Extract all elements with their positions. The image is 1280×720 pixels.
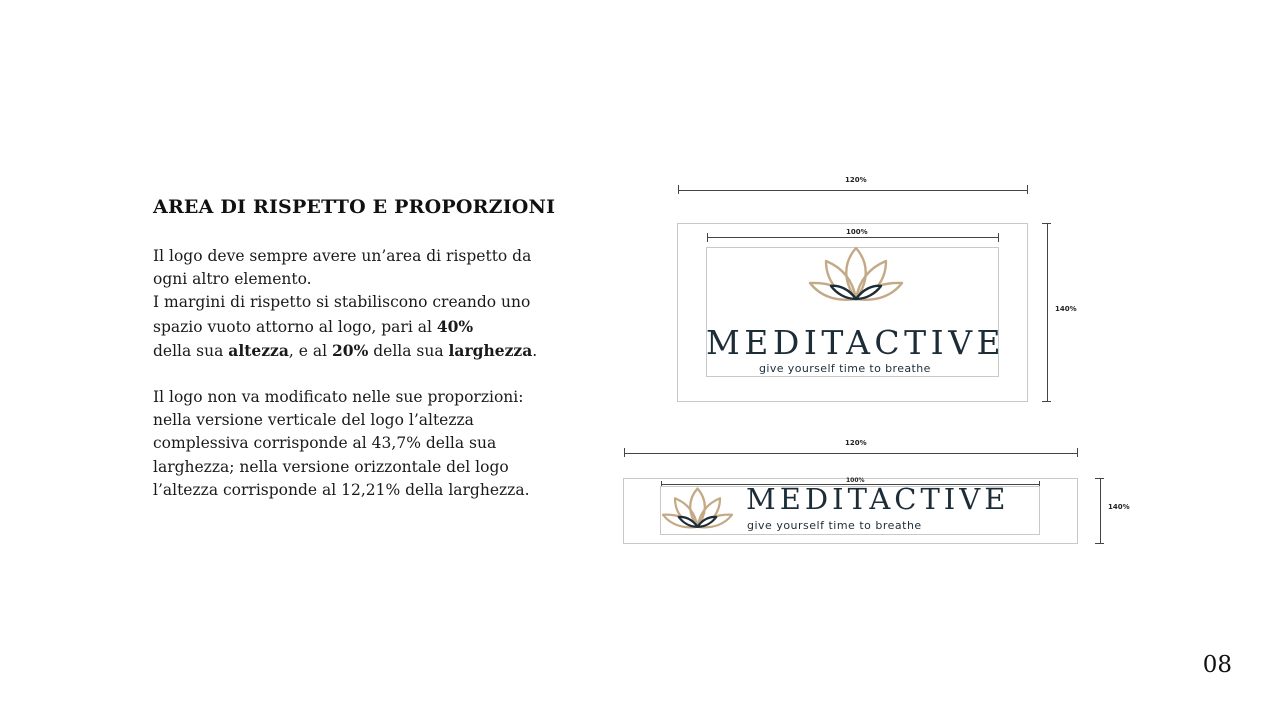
spacing-rule-text-3: , e al [288, 341, 332, 360]
dimension-tick [1095, 543, 1104, 544]
dimension-tick [1042, 401, 1051, 402]
word-larghezza: larghezza [448, 340, 533, 360]
dimension-tick [624, 448, 625, 457]
horizontal-height-line [1100, 478, 1101, 544]
dimension-tick [998, 233, 999, 242]
lotus-base-left [829, 284, 858, 301]
vertical-inner-width-line [707, 237, 998, 238]
spacing-height-value: 40% [436, 316, 474, 336]
vertical-inner-width-label: 100% [846, 228, 868, 236]
horizontal-logo-box [660, 486, 1040, 535]
horizontal-outer-width-label: 120% [845, 439, 867, 447]
dimension-tick [1042, 223, 1051, 224]
vertical-outer-width-line [678, 190, 1027, 191]
spacing-rule-end: . [532, 341, 538, 360]
spacing-rule-text-2: della sua [153, 341, 229, 360]
paragraph-proportions: Il logo non va modificato nelle sue prop… [153, 388, 530, 499]
vertical-clearspace-box [677, 223, 1028, 402]
dimension-tick [1039, 481, 1040, 487]
horizontal-clearspace-box [623, 478, 1078, 544]
spacing-width-value: 20% [332, 340, 369, 360]
lotus-base-right [854, 284, 883, 301]
spacing-intro: Il logo deve sempre avere un’area di ris… [153, 247, 532, 289]
vertical-logo-box [706, 247, 999, 377]
dimension-tick [707, 233, 708, 242]
vertical-logo-tagline: give yourself time to breathe [759, 362, 931, 375]
horizontal-inner-width-label: 100% [846, 477, 865, 484]
vertical-height-line [1047, 223, 1048, 402]
spacing-rule-text: I margini di rispetto si stabiliscono cr… [153, 293, 531, 336]
dimension-tick [1027, 185, 1028, 194]
horizontal-logo-tagline: give yourself time to breathe [747, 519, 922, 532]
horizontal-height-label: 140% [1108, 503, 1130, 511]
body-text: Il logo deve sempre avere un’area di ris… [153, 245, 563, 502]
word-altezza: altezza [228, 340, 289, 360]
vertical-outer-width-label: 120% [845, 176, 867, 184]
dimension-tick [661, 481, 662, 487]
dimension-tick [678, 185, 679, 194]
horizontal-outer-width-line [624, 453, 1077, 454]
lotus-icon [661, 487, 734, 529]
vertical-height-label: 140% [1055, 305, 1077, 313]
vertical-logo-wordmark: MEDITACTIVE [706, 323, 1006, 362]
page-title: AREA DI RISPETTO E PROPORZIONI [153, 196, 556, 218]
lotus-icon [808, 246, 904, 301]
horizontal-logo-wordmark: MEDITACTIVE [746, 482, 1010, 516]
page-number: 08 [1202, 652, 1232, 678]
dimension-tick [1077, 448, 1078, 457]
paragraph-spacing: Il logo deve sempre avere un’area di ris… [153, 245, 563, 363]
spacing-rule-text-4: della sua [368, 341, 449, 360]
horizontal-inner-width-line [661, 484, 1039, 485]
dimension-tick [1095, 478, 1104, 479]
